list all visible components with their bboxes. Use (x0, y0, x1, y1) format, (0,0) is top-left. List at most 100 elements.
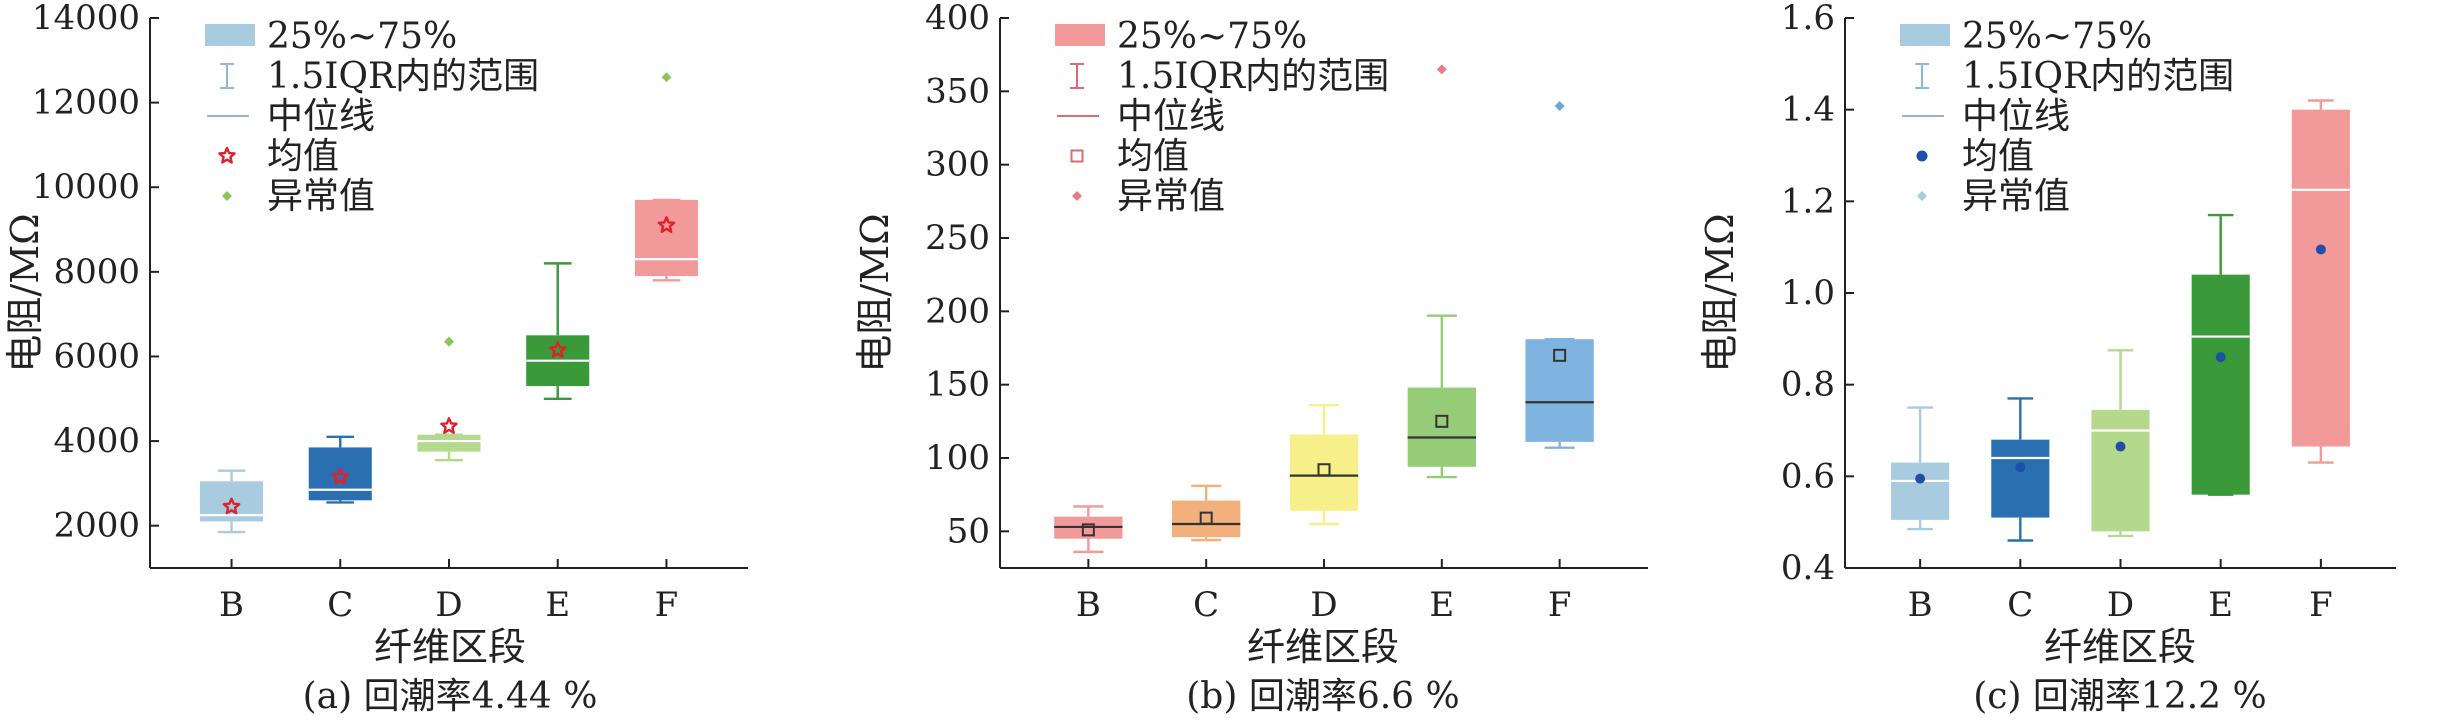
chart-panel-2: 50 100 150 200 250 300 350 400 B C D E F 纤维区段 电阻/MΩ (b)… (853, 0, 1648, 717)
x-tick-label: C (327, 585, 353, 625)
legend-label: 1.5IQR内的范围 (1117, 56, 1389, 97)
box-D (1289, 404, 1359, 526)
y-tick-label: 1.6 (1781, 0, 1835, 38)
y-tick-label: 12000 (32, 83, 140, 123)
legend-swatch-outlier (1917, 191, 1927, 201)
legend-swatch-iqr (1055, 24, 1105, 46)
box-D (417, 336, 481, 462)
x-axis-title: 纤维区段 (374, 625, 526, 669)
iqr-box (1525, 339, 1594, 442)
box-F (634, 72, 698, 282)
x-tick-label: E (1429, 585, 1454, 625)
y-tick-label: 14000 (32, 0, 140, 38)
iqr-box (2091, 409, 2150, 532)
iqr-box (308, 447, 372, 501)
x-tick-label: B (219, 585, 244, 625)
legend-swatch-mean (1916, 150, 1928, 162)
x-tick-label: F (2309, 585, 2333, 625)
x-tick-label: F (655, 585, 679, 625)
outlier-marker (1436, 64, 1447, 75)
y-tick-label: 2000 (53, 506, 140, 546)
x-tick-label: D (1310, 585, 1337, 625)
legend-label: 25%~75% (267, 16, 457, 57)
y-tick-label: 1.4 (1781, 90, 1835, 130)
legend-swatch-mean (1070, 149, 1084, 163)
mean-marker (548, 340, 567, 358)
iqr-box (1891, 462, 1950, 520)
box-C (1172, 484, 1241, 542)
box-E (1407, 64, 1476, 479)
y-tick-label: 6000 (53, 336, 140, 376)
mean-marker (1435, 414, 1449, 428)
y-tick-label: 150 (925, 365, 990, 405)
y-tick-label: 10000 (32, 167, 140, 207)
y-tick-label: 300 (925, 145, 990, 185)
legend-label: 25%~75% (1117, 16, 1307, 57)
x-tick-label: D (435, 585, 462, 625)
legend-label: 中位线 (267, 96, 375, 137)
x-tick-label: D (2107, 585, 2134, 625)
mean-marker (657, 216, 676, 233)
x-tick-label: E (545, 585, 570, 625)
panel-caption: (c) 回潮率12.2 % (1973, 676, 2267, 717)
y-tick-label: 0.6 (1781, 456, 1835, 496)
legend-swatch-iqr (205, 24, 255, 46)
y-tick-label: 4000 (53, 421, 140, 461)
legend-label: 均值 (1117, 136, 1189, 177)
panel-caption: (b) 回潮率6.6 % (1186, 676, 1459, 717)
legend-label: 中位线 (1117, 96, 1225, 137)
mean-marker (2115, 441, 2126, 452)
box-B (200, 469, 264, 534)
x-tick-label: B (1908, 585, 1933, 625)
legend-swatch-outlier (222, 191, 232, 201)
box-F (2291, 99, 2350, 464)
mean-marker (1915, 473, 1926, 484)
y-axis-title: 电阻/MΩ (1698, 213, 1742, 372)
mean-marker (1317, 463, 1331, 477)
y-tick-label: 0.4 (1781, 548, 1835, 588)
iqr-box (634, 199, 698, 277)
x-axis-title: 纤维区段 (1247, 625, 1399, 669)
iqr-box (2191, 274, 2250, 495)
legend-label: 异常值 (1117, 176, 1225, 217)
box-C (308, 435, 372, 504)
y-tick-label: 50 (947, 511, 990, 551)
legend-swatch-iqr (1900, 24, 1950, 46)
x-tick-label: E (2208, 585, 2233, 625)
iqr-box (1172, 500, 1241, 538)
mean-marker (2015, 462, 2026, 473)
legend-label: 中位线 (1962, 96, 2070, 137)
chart-panel-3: 0.4 0.6 0.8 1.0 1.2 1.4 1.6 B C D E F 纤维区段 电阻/MΩ (c) 回… (1698, 0, 2396, 717)
box-B (1891, 406, 1950, 531)
box-C (1991, 397, 2050, 542)
y-tick-label: 1.0 (1781, 273, 1835, 313)
legend-swatch-outlier (1072, 191, 1082, 201)
legend-label: 均值 (267, 136, 339, 177)
x-tick-label: B (1076, 585, 1101, 625)
legend-label: 25%~75% (1962, 16, 2152, 57)
outlier-marker (661, 72, 672, 83)
box-D (2091, 349, 2150, 538)
iqr-box (417, 434, 481, 452)
box-E (2191, 213, 2250, 496)
legend-label: 均值 (1962, 136, 2034, 177)
legend-swatch-mean (218, 146, 236, 164)
y-tick-label: 250 (925, 218, 990, 258)
chart-panel-1: 2000 4000 6000 8000 10000 12000 14000 B C D E F 纤维区段… (3, 0, 748, 717)
iqr-box (2291, 109, 2350, 447)
legend-label: 1.5IQR内的范围 (1962, 56, 2234, 97)
y-tick-label: 350 (925, 71, 990, 111)
x-axis-title: 纤维区段 (2044, 625, 2196, 669)
mean-marker (1553, 348, 1567, 362)
x-tick-label: C (1193, 585, 1219, 625)
mean-marker (1199, 511, 1213, 525)
y-tick-label: 200 (925, 291, 990, 331)
y-tick-label: 1.2 (1781, 181, 1835, 221)
mean-marker (1081, 523, 1095, 537)
box-B (1054, 505, 1123, 554)
mean-marker (222, 497, 241, 515)
